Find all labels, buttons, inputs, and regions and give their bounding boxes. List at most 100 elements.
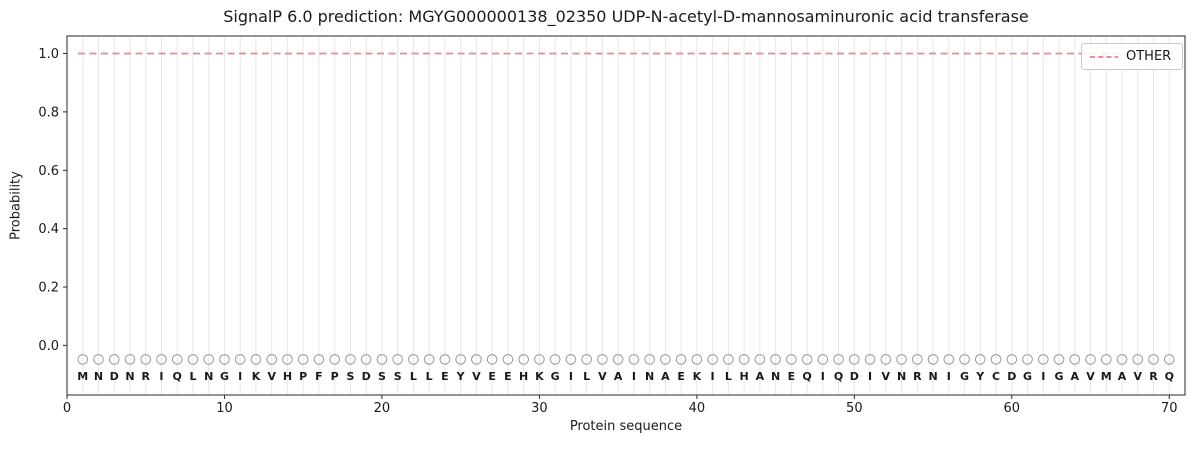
residue-marker — [597, 354, 608, 365]
x-tick-label: 10 — [216, 401, 233, 416]
chart-title: SignalP 6.0 prediction: MGYG000000138_02… — [223, 7, 1029, 26]
residue-letter: Q — [802, 370, 811, 383]
residue-marker — [817, 354, 829, 365]
residue-letter: E — [488, 370, 496, 383]
residue-letter: Q — [173, 370, 182, 383]
residue-letter: D — [850, 370, 859, 383]
residue-marker — [313, 354, 325, 365]
residue-marker — [675, 354, 687, 365]
residue-letter: V — [882, 370, 891, 383]
residue-letter: A — [1071, 370, 1080, 383]
residue-marker — [628, 354, 640, 365]
residue-letter: A — [1118, 370, 1127, 383]
residue-letter: L — [426, 370, 433, 383]
residue-letter: N — [771, 370, 780, 383]
x-tick-label: 20 — [374, 401, 391, 416]
residue-marker — [234, 354, 246, 365]
residue-marker — [1148, 354, 1159, 365]
residue-letter: R — [1149, 370, 1158, 383]
residue-marker — [439, 354, 451, 365]
x-tick-label: 60 — [1004, 401, 1021, 416]
residue-letter: M — [1101, 370, 1112, 383]
residue-marker — [171, 354, 183, 365]
residue-marker — [1022, 354, 1033, 365]
residue-marker — [549, 354, 561, 365]
residue-letter: N — [645, 370, 654, 383]
residue-marker — [77, 354, 89, 365]
residue-marker — [896, 354, 907, 365]
residue-letter: D — [110, 370, 119, 383]
residue-letter: I — [632, 370, 636, 383]
residue-marker — [345, 354, 356, 365]
residue-letter: I — [238, 370, 242, 383]
residue-letter: N — [125, 370, 134, 383]
residue-marker — [801, 354, 813, 365]
residue-marker — [691, 354, 703, 365]
residue-letter: H — [519, 370, 528, 383]
residue-letter: H — [739, 370, 748, 383]
x-tick-label: 70 — [1161, 401, 1178, 416]
residue-letter: Y — [456, 370, 466, 383]
residue-marker — [738, 354, 750, 365]
x-tick-label: 50 — [846, 401, 863, 416]
residue-marker — [1085, 354, 1096, 365]
residue-marker — [360, 354, 372, 365]
residue-marker — [187, 354, 199, 365]
legend: OTHER — [1081, 43, 1183, 70]
legend-label-other: OTHER — [1126, 49, 1172, 64]
residue-marker — [581, 354, 592, 365]
residue-letter: A — [661, 370, 670, 383]
residue-letter: E — [504, 370, 512, 383]
residue-letter: S — [394, 370, 402, 383]
residue-letter: V — [1086, 370, 1095, 383]
residue-marker — [786, 354, 797, 365]
axes-frame — [66, 35, 1186, 396]
residue-marker — [1053, 354, 1065, 365]
residue-letter: I — [868, 370, 872, 383]
x-tick-label: 30 — [531, 401, 548, 416]
residue-letter: S — [346, 370, 354, 383]
residue-marker — [565, 354, 577, 365]
residue-marker — [849, 354, 860, 365]
residue-marker — [250, 354, 262, 365]
residue-marker — [203, 354, 215, 365]
residue-marker — [1132, 354, 1144, 365]
residue-marker — [1100, 354, 1112, 365]
residue-marker — [912, 354, 923, 365]
residue-marker — [455, 354, 466, 365]
legend-dashed-line-sample — [1090, 55, 1118, 58]
residue-letter: G — [220, 370, 229, 383]
residue-letter: Q — [1165, 370, 1174, 383]
residue-letter: N — [94, 370, 103, 383]
residue-letter: L — [725, 370, 732, 383]
residue-letter: N — [897, 370, 906, 383]
residue-letter: I — [1041, 370, 1045, 383]
residue-letter: G — [960, 370, 969, 383]
residue-letter: N — [204, 370, 213, 383]
residue-letter: L — [583, 370, 590, 383]
residue-marker — [1116, 354, 1128, 365]
residue-marker — [140, 354, 152, 365]
residue-marker — [707, 354, 718, 365]
residue-letter: P — [331, 370, 339, 383]
residue-letter: K — [535, 370, 544, 383]
y-tick-label: 0.2 — [38, 281, 59, 296]
residue-letter: I — [569, 370, 573, 383]
residue-marker — [329, 354, 340, 365]
residue-marker — [108, 354, 120, 365]
residue-letter: R — [913, 370, 922, 383]
residue-marker — [754, 354, 766, 365]
residue-marker — [974, 354, 986, 365]
y-axis-label: Probability — [8, 171, 24, 240]
residue-marker — [1163, 354, 1175, 365]
residue-letter: K — [252, 370, 261, 383]
residue-letter: V — [267, 370, 276, 383]
residue-letter: F — [315, 370, 323, 383]
residue-letter: D — [362, 370, 371, 383]
residue-marker — [423, 354, 435, 365]
residue-marker — [408, 354, 419, 365]
x-axis-label: Protein sequence — [569, 419, 683, 434]
residue-marker — [376, 354, 388, 365]
residue-marker — [880, 354, 892, 365]
